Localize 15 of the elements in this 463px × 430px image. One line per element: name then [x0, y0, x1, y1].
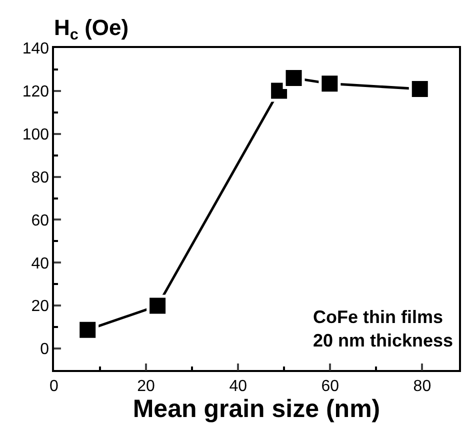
y-tick-label: 80 — [31, 169, 50, 186]
y-tick-label: 100 — [22, 126, 50, 144]
x-tick-label: 60 — [321, 378, 340, 395]
y-tick-label: 20 — [31, 298, 50, 316]
y-tick-label: 120 — [22, 84, 50, 101]
y-axis-title: H$_{c}$ (Oe) — [54, 15, 129, 44]
x-tick-label: 20 — [137, 378, 156, 395]
y-tick-label: 40 — [31, 255, 50, 272]
x-tick-label: 40 — [229, 378, 248, 395]
y-tick-label: 0 — [40, 341, 50, 358]
annotation: CoFe thin films 20 nm thickness — [313, 307, 454, 350]
y-tick-label: 140 — [22, 40, 50, 58]
x-axis-title: Mean grain size (nm) — [132, 394, 380, 423]
y-tick-label: 60 — [31, 212, 50, 230]
x-tick-label: 80 — [413, 378, 432, 395]
